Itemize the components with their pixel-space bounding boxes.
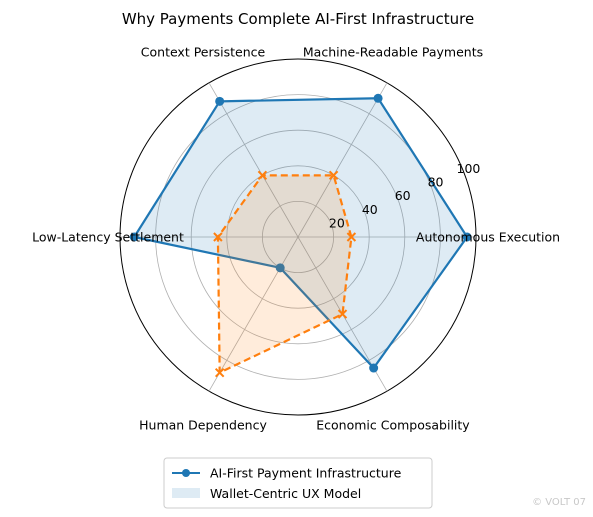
radial-tick-label: 60	[395, 188, 411, 203]
category-label-human-dependency: Human Dependency	[139, 418, 267, 433]
data-point-wallet-centric-ux-model-1	[328, 170, 339, 181]
category-label-autonomous-execution: Autonomous Execution	[416, 230, 560, 245]
category-label-low-latency-settlement: Low-Latency Settlement	[32, 230, 184, 245]
data-point-ai-first-payment-infrastructure-2	[215, 96, 225, 106]
data-point-wallet-centric-ux-model-0	[346, 232, 357, 242]
radar-spoke	[208, 82, 299, 238]
data-point-ai-first-payment-infrastructure-0	[462, 232, 472, 242]
chart-title: Why Payments Complete AI-First Infrastru…	[122, 10, 474, 28]
data-point-ai-first-payment-infrastructure-1	[373, 93, 383, 103]
series-fill-wallet-centric-ux-model	[217, 175, 352, 373]
data-point-wallet-centric-ux-model-5	[337, 309, 348, 319]
category-label-machine-readable-payments: Machine-Readable Payments	[303, 44, 483, 59]
data-point-ai-first-payment-infrastructure-5	[369, 363, 379, 373]
category-label-context-persistence: Context Persistence	[141, 44, 266, 59]
radial-tick-label: 40	[362, 202, 378, 217]
radial-tick-label: 80	[428, 175, 444, 190]
legend-swatch-wallet-centric	[172, 488, 200, 498]
data-point-wallet-centric-ux-model-4	[214, 367, 225, 378]
data-point-wallet-centric-ux-model-2	[257, 170, 268, 181]
watermark: © VOLT 07	[532, 497, 586, 508]
legend-label-ai-first: AI-First Payment Infrastructure	[210, 466, 402, 481]
radar-spoke	[208, 236, 299, 392]
category-label-economic-composability: Economic Composability	[316, 418, 470, 433]
legend-marker-ai-first	[182, 469, 190, 477]
data-point-ai-first-payment-infrastructure-4	[275, 263, 285, 273]
data-point-wallet-centric-ux-model-3	[213, 232, 223, 242]
legend-label-wallet-centric: Wallet-Centric UX Model	[210, 486, 361, 501]
radar-series	[129, 93, 472, 378]
data-point-ai-first-payment-infrastructure-3	[129, 232, 139, 242]
legend: AI-First Payment Infrastructure Wallet-C…	[163, 457, 433, 509]
radar-spoke	[297, 82, 388, 238]
radial-tick-label: 20	[329, 215, 345, 230]
radar-labels: 20 40 60 80 100 Autonomous Execution Machine-R…	[32, 44, 560, 432]
legend-box	[163, 457, 433, 509]
series-fill-ai-first-payment-infrastructure	[134, 98, 468, 369]
radial-tick-label: 100	[457, 161, 481, 176]
